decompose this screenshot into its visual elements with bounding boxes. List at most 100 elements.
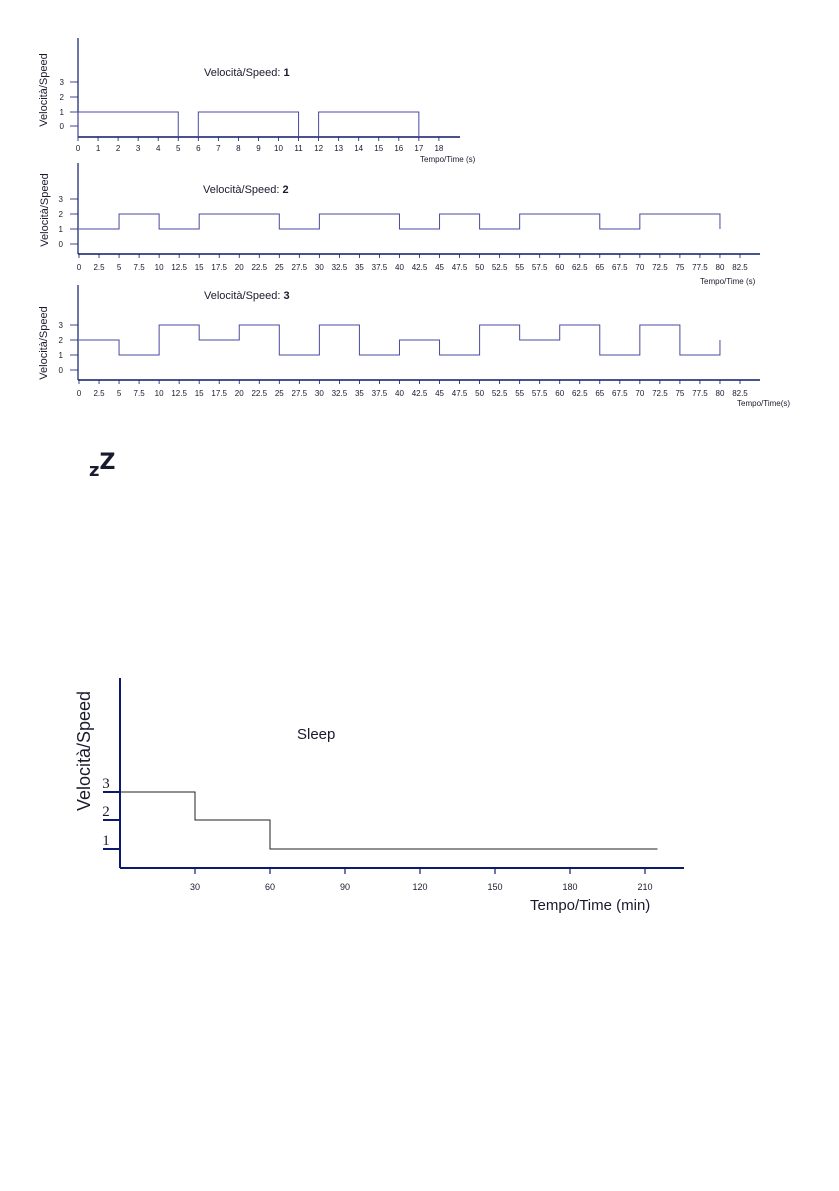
x-tick-label: 12.5 xyxy=(171,263,187,272)
x-tick-label: 10 xyxy=(155,389,164,398)
chart-title-value: 3 xyxy=(284,290,290,302)
x-tick-label: 77.5 xyxy=(692,389,708,398)
x-tick-label: 10 xyxy=(155,263,164,272)
x-tick-label: 27.5 xyxy=(292,263,308,272)
x-tick-label: 30 xyxy=(190,882,200,892)
x-tick-label: 120 xyxy=(412,882,427,892)
y-axis-label: Velocità/Speed xyxy=(74,691,94,811)
x-tick-label: 60 xyxy=(555,263,564,272)
chart-title: Velocità/Speed: 1 xyxy=(204,67,290,79)
y-tick-label: 1 xyxy=(102,833,110,849)
x-tick-label: 12 xyxy=(314,144,323,153)
x-tick-label: 12.5 xyxy=(171,389,187,398)
x-tick-label: 5 xyxy=(117,263,122,272)
x-tick-label: 45 xyxy=(435,263,444,272)
y-tick-label: 3 xyxy=(59,321,64,330)
x-tick-label: 4 xyxy=(156,144,161,153)
x-tick-label: 6 xyxy=(196,144,201,153)
x-tick-label: 75 xyxy=(675,263,684,272)
x-tick-label: 7 xyxy=(216,144,221,153)
series-pulse-2 xyxy=(197,111,300,137)
x-tick-label: 82.5 xyxy=(732,263,748,272)
x-tick-label: 32.5 xyxy=(332,389,348,398)
y-tick-label: 2 xyxy=(59,336,64,345)
chart-title: Velocità/Speed: 3 xyxy=(204,290,290,302)
x-tick-label: 150 xyxy=(487,882,502,892)
chart-title: Sleep xyxy=(297,726,335,743)
x-tick-label: 40 xyxy=(395,263,404,272)
x-tick-label: 72.5 xyxy=(652,263,668,272)
x-tick-label: 65 xyxy=(595,263,604,272)
x-tick-label: 52.5 xyxy=(492,389,508,398)
x-axis-label: Tempo/Time(s) xyxy=(737,399,790,408)
x-tick-label: 17.5 xyxy=(211,263,227,272)
y-tick-label: 1 xyxy=(59,225,64,234)
x-tick-label: 67.5 xyxy=(612,389,628,398)
x-tick-label: 57.5 xyxy=(532,389,548,398)
chart-title: Velocità/Speed: 2 xyxy=(203,184,289,196)
x-tick-label: 45 xyxy=(435,389,444,398)
x-tick-label: 2.5 xyxy=(93,263,105,272)
chart-sleep: 1 2 3 30 60 90 120 150 180 210 Velocità/Speed Tempo… xyxy=(74,678,684,914)
x-tick-label: 70 xyxy=(635,263,644,272)
x-tick-label: 62.5 xyxy=(572,389,588,398)
y-tick-label: 1 xyxy=(59,351,64,360)
y-tick-label: 3 xyxy=(59,195,64,204)
series-pulse-1 xyxy=(77,111,179,137)
chart-title-prefix: Velocità/Speed: xyxy=(204,290,284,302)
x-tick-label: 42.5 xyxy=(412,389,428,398)
x-tick-label: 77.5 xyxy=(692,263,708,272)
x-tick-label: 55 xyxy=(515,389,524,398)
x-tick-label: 13 xyxy=(334,144,343,153)
chart-title-prefix: Velocità/Speed: xyxy=(204,67,284,79)
sleep-zz-icon: zZ xyxy=(89,450,115,481)
x-tick-label: 35 xyxy=(355,389,364,398)
y-tick-label: 0 xyxy=(60,122,65,131)
x-tick-label: 35 xyxy=(355,263,364,272)
x-tick-label: 210 xyxy=(637,882,652,892)
x-tick-label: 30 xyxy=(315,263,324,272)
chart-title-value: 1 xyxy=(284,67,290,79)
y-axis-label: Velocità/Speed xyxy=(39,173,51,246)
x-tick-label: 22.5 xyxy=(251,389,267,398)
x-tick-label: 42.5 xyxy=(412,263,428,272)
x-tick-label: 20 xyxy=(235,389,244,398)
x-tick-label: 75 xyxy=(675,389,684,398)
x-tick-label: 37.5 xyxy=(372,389,388,398)
x-tick-label: 8 xyxy=(236,144,241,153)
y-tick-label: 0 xyxy=(59,240,64,249)
x-tick-label: 60 xyxy=(555,389,564,398)
x-tick-label: 47.5 xyxy=(452,389,468,398)
x-tick-label: 72.5 xyxy=(652,389,668,398)
x-tick-label: 15 xyxy=(195,389,204,398)
x-axis-label: Tempo/Time (s) xyxy=(700,277,756,286)
y-tick-label: 2 xyxy=(59,210,64,219)
x-tick-label: 65 xyxy=(595,389,604,398)
x-tick-label: 180 xyxy=(562,882,577,892)
chart-title-value: 2 xyxy=(283,184,289,196)
x-tick-label: 14 xyxy=(354,144,363,153)
x-tick-label: 50 xyxy=(475,389,484,398)
x-tick-label: 40 xyxy=(395,389,404,398)
y-tick-label: 3 xyxy=(60,78,65,87)
series-line xyxy=(79,324,721,356)
x-tick-label: 7.5 xyxy=(134,263,146,272)
x-axis-label: Tempo/Time (s) xyxy=(420,155,476,164)
x-tick-label: 62.5 xyxy=(572,263,588,272)
x-tick-label: 0 xyxy=(77,389,82,398)
x-tick-label: 2 xyxy=(116,144,121,153)
y-tick-label: 2 xyxy=(60,93,65,102)
y-tick-label: 0 xyxy=(59,366,64,375)
x-tick-label: 0 xyxy=(77,263,82,272)
x-tick-label: 17 xyxy=(414,144,423,153)
series-line xyxy=(120,791,658,850)
chart-title-prefix: Velocità/Speed: xyxy=(203,184,283,196)
x-tick-label: 55 xyxy=(515,263,524,272)
x-tick-label: 20 xyxy=(235,263,244,272)
x-tick-label: 5 xyxy=(176,144,181,153)
x-tick-label: 3 xyxy=(136,144,141,153)
x-tick-label: 90 xyxy=(340,882,350,892)
